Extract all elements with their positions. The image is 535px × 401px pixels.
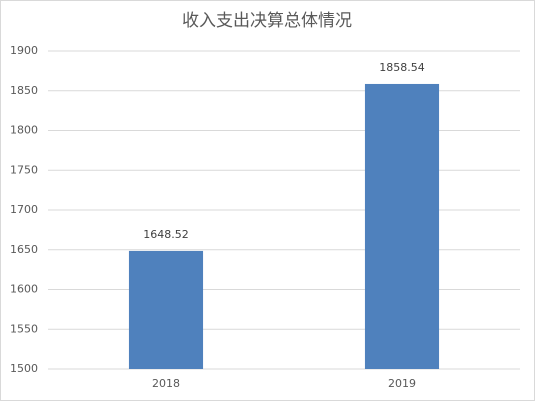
data-label: 1858.54 [379, 61, 425, 74]
x-tick-label: 2019 [388, 377, 416, 390]
data-label: 1648.52 [143, 228, 189, 241]
y-tick-label: 1600 [10, 283, 38, 296]
y-tick-label: 1750 [10, 163, 38, 176]
bar [128, 250, 204, 369]
y-tick-label: 1800 [10, 124, 38, 137]
y-tick-label: 1900 [10, 44, 38, 57]
chart-title: 收入支出决算总体情况 [182, 11, 352, 31]
y-tick-label: 1850 [10, 84, 38, 97]
y-tick-label: 1650 [10, 243, 38, 256]
bar [364, 83, 440, 370]
x-tick-label: 2018 [152, 377, 180, 390]
y-tick-label: 1500 [10, 362, 38, 375]
y-tick-label: 1700 [10, 203, 38, 216]
y-tick-label: 1550 [10, 322, 38, 335]
